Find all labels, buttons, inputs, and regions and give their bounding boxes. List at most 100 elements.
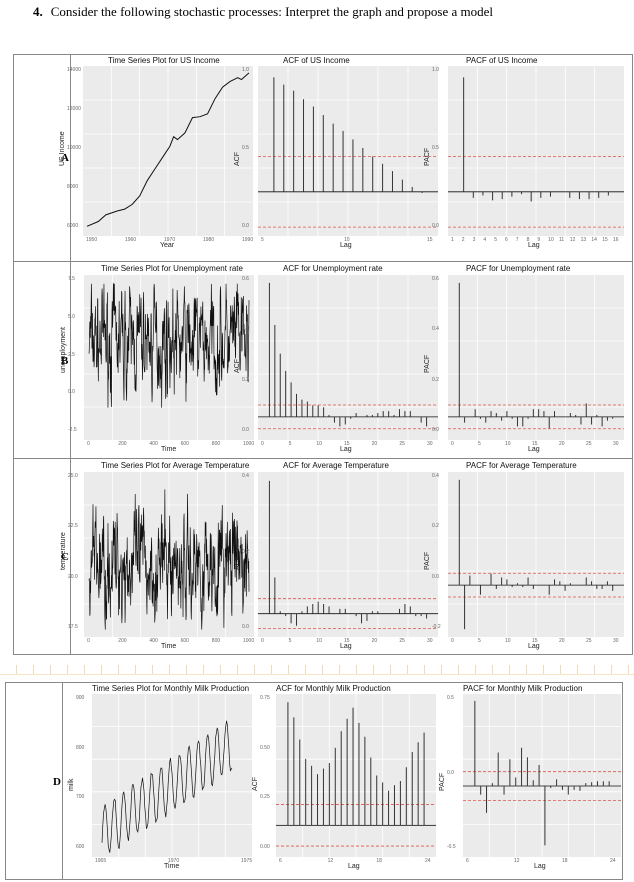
x-tick-label: 15	[532, 441, 538, 447]
x-axis-label: Year	[160, 242, 175, 249]
chart-svg	[83, 66, 253, 236]
y-axis-label: ACF	[252, 776, 259, 791]
plot-area-us-income-pacf	[448, 66, 624, 236]
x-tick-label: 15	[344, 638, 350, 644]
y-tick-label: 1.0	[432, 67, 439, 73]
chart-title-us-income-timeseries: Time Series Plot for US Income	[108, 56, 220, 65]
y-tick-label: 20.0	[68, 573, 78, 580]
y-tick-label: 6000	[67, 223, 79, 229]
x-tick-label: 6	[505, 237, 508, 243]
y-tick-label: 800	[76, 744, 85, 751]
y-tick-label: 0.0	[242, 624, 249, 630]
x-tick-label: 5	[494, 237, 497, 243]
x-axis-label: Lag	[528, 242, 540, 249]
x-tick-label: 0	[451, 638, 454, 644]
y-tick-label: 0.6	[242, 276, 249, 282]
plot-area-milk-timeseries	[92, 694, 252, 857]
plot-area-milk-acf	[276, 694, 436, 857]
plot-area-unemployment-pacf	[448, 275, 624, 440]
x-tick-label: 1970	[164, 237, 176, 243]
y-tick-label: 0.25	[260, 794, 270, 801]
x-tick-label: 1980	[203, 237, 215, 243]
x-tick-label: 12	[327, 858, 334, 864]
table-divider	[13, 458, 633, 459]
y-tick-label: -0.5	[447, 844, 456, 850]
x-tick-label: 18	[562, 858, 568, 864]
x-tick-label: 10	[505, 441, 511, 447]
x-tick-label: 10	[344, 237, 350, 243]
y-axis-label: PACF	[424, 551, 431, 570]
x-tick-label: 1975	[241, 858, 253, 864]
x-tick-label: 25	[586, 638, 592, 644]
x-tick-label: 24	[425, 858, 431, 864]
x-axis-label: Time	[164, 863, 180, 870]
plot-area-us-income-timeseries	[83, 66, 253, 236]
x-tick-label: 14	[591, 237, 597, 243]
x-tick-label: 5	[261, 237, 264, 243]
chart-title-unemployment-timeseries: Time Series Plot for Unemployment rate	[101, 264, 243, 273]
chart-svg	[463, 694, 621, 857]
y-tick-label: 2.5	[68, 351, 75, 358]
y-tick-label: 10000	[67, 145, 81, 151]
x-tick-label: 15	[532, 638, 538, 644]
row-label-d: D	[53, 776, 61, 788]
y-tick-label: 12000	[67, 106, 81, 112]
y-axis-label: ACF	[234, 358, 241, 373]
y-tick-label: 0.0	[447, 769, 454, 776]
x-tick-label: 20	[371, 441, 378, 447]
chart-title-milk-timeseries: Time Series Plot for Monthly Milk Produc…	[92, 684, 250, 693]
table-d	[5, 682, 623, 880]
x-tick-label: 10	[316, 638, 322, 644]
y-tick-label: 600	[76, 844, 85, 850]
chart-title-milk-acf: ACF for Monthly Milk Production	[276, 684, 391, 693]
y-tick-label: 7.5	[68, 276, 75, 282]
x-tick-label: 6	[466, 858, 469, 864]
y-tick-label: 0.2	[432, 523, 439, 530]
x-tick-label: 20	[559, 441, 565, 447]
y-tick-label: 5.0	[68, 313, 75, 320]
chart-title-temperature-pacf: PACF for Average Temperature	[466, 461, 577, 470]
chart-title-temperature-timeseries: Time Series Plot for Average Temperature	[101, 461, 250, 470]
y-axis-label: milk	[68, 778, 75, 791]
row-label-b: B	[61, 355, 69, 367]
y-tick-label: 0.5	[242, 145, 249, 151]
y-tick-label: 0.5	[447, 695, 454, 701]
y-tick-label: 0.4	[242, 473, 249, 479]
y-tick-label: 0.2	[242, 376, 249, 383]
y-axis-label: temperature	[60, 531, 67, 570]
chart-title-unemployment-acf: ACF for Unemployment rate	[283, 264, 383, 273]
plot-area-temperature-pacf	[448, 472, 624, 637]
y-tick-label: 8000	[67, 184, 79, 190]
row-label-c: C	[61, 551, 69, 563]
x-tick-label: 0	[261, 441, 264, 447]
y-axis-label: unemployment	[60, 326, 67, 373]
y-tick-label: 0.2	[432, 376, 439, 383]
y-tick-label: 17.5	[68, 624, 78, 630]
chart-svg	[276, 694, 436, 857]
chart-title-us-income-pacf: PACF of US Income	[466, 56, 538, 65]
x-tick-label: 1990	[242, 237, 254, 243]
x-axis-label: Lag	[534, 863, 546, 870]
x-tick-label: 200	[118, 638, 127, 644]
x-tick-label: 30	[427, 441, 433, 447]
question-heading: 4. Consider the following stochastic proc…	[33, 4, 493, 20]
y-tick-label: 700	[76, 794, 85, 801]
y-tick-label: 900	[76, 695, 85, 701]
x-tick-label: 30	[427, 638, 433, 644]
page-ruler	[0, 665, 634, 675]
x-axis-label: Time	[161, 446, 177, 453]
x-tick-label: 15	[427, 237, 433, 243]
y-tick-label: 0.0	[242, 427, 249, 433]
y-tick-label: 0.00	[260, 844, 270, 850]
x-tick-label: 4	[483, 237, 487, 243]
x-tick-label: 800	[211, 441, 221, 447]
x-tick-label: 200	[118, 441, 127, 447]
row-label-a: A	[61, 152, 69, 164]
x-tick-label: 5	[288, 441, 292, 447]
y-tick-label: 0.2	[242, 548, 249, 555]
y-tick-label: 0.75	[260, 695, 270, 701]
x-tick-label: 13	[580, 237, 587, 243]
x-tick-label: 11	[559, 237, 565, 243]
x-tick-label: 1000	[243, 441, 255, 447]
x-tick-label: 9	[537, 237, 541, 243]
